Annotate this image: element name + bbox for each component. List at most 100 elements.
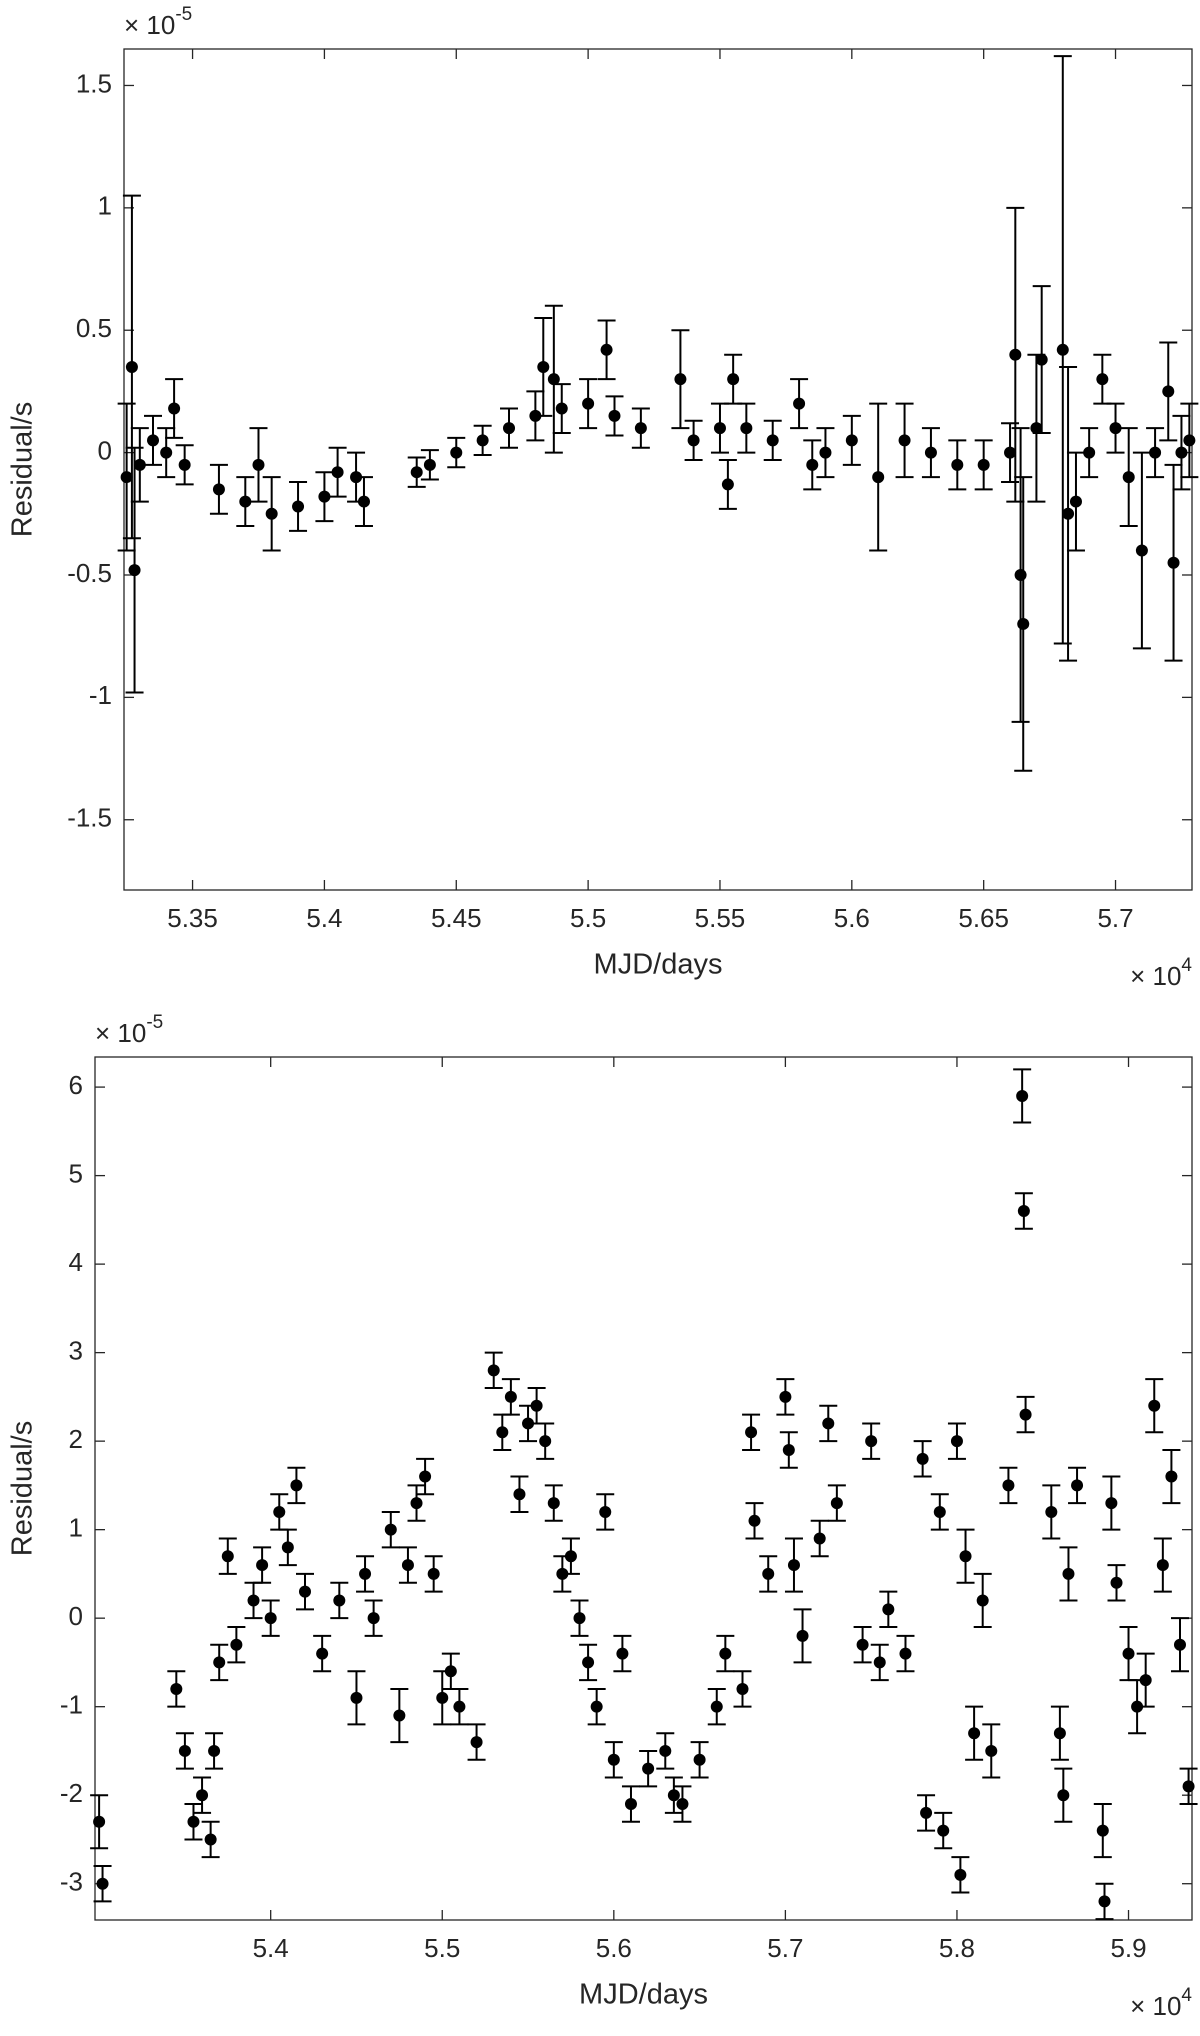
point [256,1559,269,1572]
point [582,1656,595,1669]
point [496,1426,509,1439]
point [977,458,990,471]
point [687,434,700,447]
point [453,1700,466,1713]
point [710,1700,723,1713]
point [1030,422,1043,435]
point [423,458,436,471]
point [1182,1780,1195,1793]
point [503,422,516,435]
x-tick-label: 5.4 [253,1933,289,1963]
point [487,1364,500,1377]
exponent-label: × 10-5 [124,4,192,40]
x-tick-label: 5.6 [834,903,870,933]
point [954,1868,967,1881]
point [1053,1727,1066,1740]
x-axis-label: MJD/days [579,1979,708,2011]
point [187,1815,200,1828]
point [147,434,160,447]
point [331,466,344,479]
point [1062,1567,1075,1580]
point [350,1691,363,1704]
point [204,1833,217,1846]
point [1173,1638,1186,1651]
point [736,1682,749,1695]
x-axis-label: MJD/days [594,949,723,981]
x-tick-label: 5.35 [167,903,218,933]
y-tick-label: -1 [89,680,112,710]
point [239,495,252,508]
x-tick-label: 5.7 [767,1933,803,1963]
exponent-base: × 10 [1130,1991,1181,2021]
point [1071,1479,1084,1492]
point [766,434,779,447]
x-tick-label: 5.6 [596,1933,632,1963]
point [1096,373,1109,386]
x-tick-label: 5.9 [1110,1933,1146,1963]
y-tick-label: -0.5 [67,558,112,588]
y-axis-label: Residual/s [7,1421,39,1556]
point [476,434,489,447]
exponent-base: × 10 [124,10,175,40]
point [213,1656,226,1669]
point [667,1789,680,1802]
point [252,458,265,471]
x-tick-label: 5.4 [306,903,342,933]
point [1109,422,1122,435]
y-tick-label: 0.5 [76,313,112,343]
point [212,483,225,496]
point [564,1550,577,1563]
point [504,1390,517,1403]
point [367,1612,380,1625]
point [1083,446,1096,459]
point [292,500,305,513]
panel: -1.5-1-0.500.511.55.35 5.4 5.45 5.5 5.55 5.6 5… [7,48,1199,981]
point [1019,1408,1032,1421]
point [642,1762,655,1775]
point [1035,353,1048,366]
point [133,458,146,471]
x-tick-label: 5.55 [695,903,746,933]
point [599,1505,612,1518]
point [547,373,560,386]
point [865,1435,878,1448]
point [281,1541,294,1554]
point [1016,1089,1029,1102]
point [787,1559,800,1572]
point [290,1479,303,1492]
y-axis-label: Residual/s [7,402,39,537]
y-tick-label: 1 [98,191,112,221]
point [793,397,806,410]
point [1002,1479,1015,1492]
axes-box [123,48,1193,891]
point [1122,471,1135,484]
point [1098,1895,1111,1908]
point [221,1550,234,1563]
point [782,1443,795,1456]
point [796,1629,809,1642]
point [806,458,819,471]
point [513,1488,526,1501]
panel: -3 -2 -1 0 1 2 3 4 5 6 5.4 5.5 5.6 5.7 5.8 5.9 MJD/days R… [7,1056,1198,2011]
exponent-label: × 10-5 [95,1012,163,1048]
point [1105,1497,1118,1510]
point [762,1567,775,1580]
y-tick-label: 1 [69,1513,83,1543]
point [419,1470,432,1483]
point [1135,544,1148,557]
x-tick-label: 5.65 [958,903,1009,933]
point [537,360,550,373]
point [600,343,613,356]
y-tick-label: 6 [69,1070,83,1100]
point [721,478,734,491]
point [745,1426,758,1439]
exponent-base: × 10 [95,1018,146,1048]
point [208,1744,221,1757]
exponent-power: 4 [1181,1985,1192,2006]
point [410,1497,423,1510]
exponent-power: -5 [175,4,192,25]
point [539,1435,552,1448]
y-tick-label: 0 [69,1601,83,1631]
point [959,1550,972,1563]
point [1096,1824,1109,1837]
